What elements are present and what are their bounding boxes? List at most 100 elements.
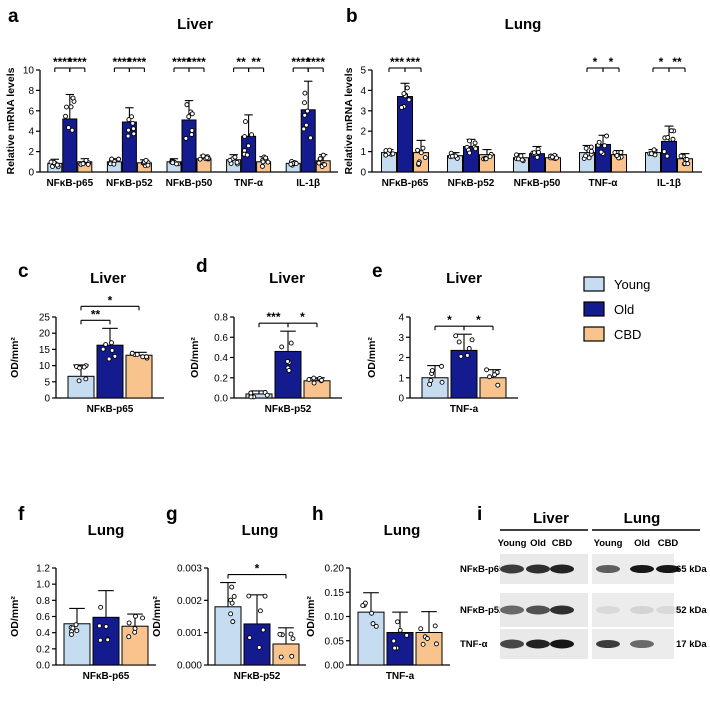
panel-label-h: h: [312, 504, 324, 525]
category-label: IL-1β: [657, 178, 681, 189]
data-point: [126, 634, 132, 640]
data-point: [404, 85, 410, 91]
data-point: [424, 636, 430, 641]
data-point: [125, 133, 131, 139]
data-point: [301, 126, 307, 132]
y-tick-label: 0.003: [177, 564, 202, 575]
legend-label-cbd: CBD: [614, 327, 641, 342]
data-point: [302, 100, 307, 106]
data-point: [98, 604, 104, 610]
y-tick-label: 10: [39, 361, 51, 372]
category-label: NFκB-p65: [382, 178, 429, 189]
data-point: [418, 626, 424, 632]
data-point: [74, 628, 80, 634]
blot-band: [630, 565, 654, 573]
blot-lane-label: CBD: [658, 538, 679, 549]
data-point: [109, 340, 114, 346]
data-point: [183, 135, 189, 141]
significance-label: *: [447, 313, 452, 327]
significance-label: *: [476, 313, 481, 327]
data-point: [588, 144, 594, 150]
data-point: [390, 151, 396, 157]
panel-label-b: b: [346, 6, 358, 27]
data-point: [387, 147, 393, 153]
data-point: [131, 131, 137, 137]
y-tick-label: 0.10: [325, 612, 345, 623]
legend-label-young: Young: [614, 277, 650, 292]
y-tick-label: 4: [28, 127, 34, 138]
data-point: [189, 111, 195, 117]
category-label: NFκB-p52: [448, 178, 495, 189]
data-point: [244, 152, 250, 158]
blot-band: [630, 606, 654, 614]
significance-label: ****: [68, 55, 87, 69]
y-axis-label: OD/mm²: [9, 337, 21, 378]
blot-lane-label: Young: [594, 538, 623, 549]
chart-f-lung-p65: Lung 0.0 0.2 0.4 0.6 0.8 1.0 1.2 OD/mm² NFκB-p65: [9, 522, 156, 682]
data-point: [583, 153, 589, 159]
data-point: [129, 114, 134, 120]
data-point: [289, 653, 295, 659]
y-tick-label: 3: [360, 106, 366, 117]
panel-label-i: i: [477, 504, 482, 525]
data-point: [246, 593, 252, 599]
data-point: [303, 122, 309, 128]
data-point: [670, 136, 676, 142]
significance-label: *: [255, 562, 260, 576]
data-point: [319, 377, 324, 383]
data-point: [665, 134, 671, 140]
y-tick-label: 0.000: [177, 661, 202, 672]
panel-label-g: g: [166, 504, 178, 525]
data-point: [131, 126, 136, 132]
chart-a-liver-mrna: Liver 0 2 4 6 8 10 Relative mRNA levels NFκB-p65…: [5, 16, 338, 189]
data-point: [415, 147, 421, 153]
data-point: [234, 159, 240, 165]
bar-old: [243, 623, 271, 666]
bar-old: [274, 350, 302, 399]
blot-lane-label: Young: [498, 538, 527, 549]
category-label: TNF-a: [386, 671, 415, 682]
significance-label: ***: [266, 310, 280, 324]
chart-e-liver-tnf: Liver 0 1 2 3 4 OD/mm² TNF-a * *: [366, 270, 518, 415]
data-point: [458, 353, 464, 359]
y-tick-label: 5: [360, 66, 366, 77]
data-point: [678, 153, 684, 159]
blot-band: [526, 605, 550, 615]
y-tick-label: 8: [28, 86, 34, 97]
data-point: [433, 641, 439, 647]
data-point: [229, 600, 235, 606]
category-label: NFκB-p52: [106, 178, 153, 189]
data-point: [97, 637, 103, 643]
data-point: [583, 145, 589, 151]
data-point: [473, 146, 479, 152]
data-point: [311, 375, 317, 381]
data-point: [614, 153, 620, 158]
y-tick-label: 0.20: [325, 564, 345, 575]
blot-band: [550, 605, 574, 615]
data-point: [406, 97, 412, 103]
significance-label: *: [609, 55, 614, 69]
data-point: [129, 350, 135, 356]
legend-swatch-young: [583, 276, 605, 292]
data-point: [257, 608, 263, 614]
data-point: [472, 140, 478, 146]
data-point: [602, 143, 608, 149]
data-point: [416, 161, 422, 166]
y-tick-label: 2: [398, 353, 404, 364]
data-point: [184, 102, 190, 108]
data-point: [418, 150, 424, 156]
y-tick-label: 0.6: [214, 333, 228, 344]
data-point: [66, 125, 71, 131]
data-point: [248, 394, 254, 400]
data-point: [230, 619, 236, 625]
category-label: NFκB-p65: [46, 178, 93, 189]
bar-young: [357, 611, 385, 666]
data-point: [531, 150, 537, 156]
data-point: [392, 645, 398, 651]
data-point: [684, 157, 690, 162]
y-tick-label: 2: [28, 147, 34, 158]
data-point: [427, 381, 433, 387]
data-point: [189, 132, 195, 137]
blot-band: [500, 605, 524, 615]
